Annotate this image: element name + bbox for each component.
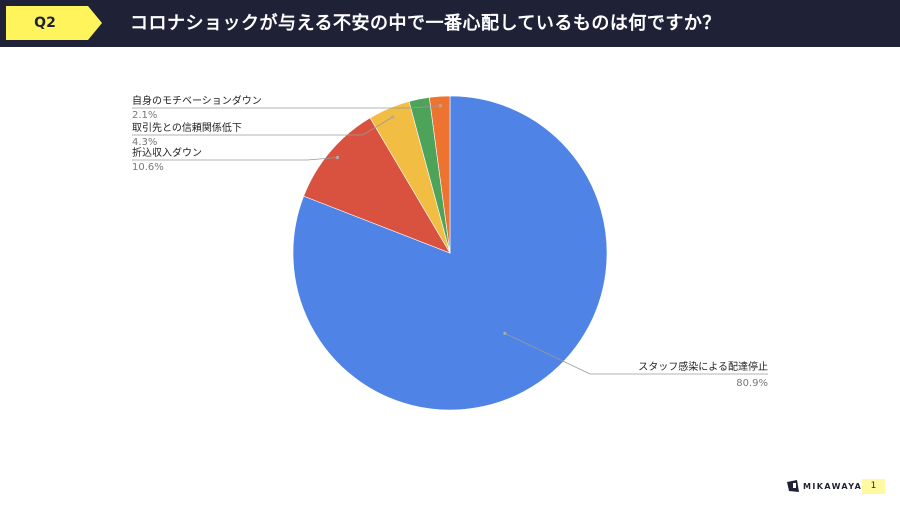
badge-shape <box>6 6 102 40</box>
leader-dot-1 <box>335 155 340 160</box>
leader-line-1 <box>132 157 338 161</box>
logo-mark-icon <box>787 480 799 492</box>
pie-slice-4 <box>429 95 451 254</box>
slice-label-1: 折込収入ダウン <box>132 146 202 159</box>
leader-line-0 <box>504 332 768 375</box>
leader-line-2 <box>132 116 393 136</box>
slice-label-4: 自身のモチベーションダウン <box>132 94 262 107</box>
logo-text: MIKAWAYA21 <box>803 481 877 491</box>
leader-line-4 <box>132 105 441 109</box>
question-badge: Q2 <box>0 6 102 40</box>
company-logo: MIKAWAYA21 <box>787 479 876 493</box>
pie-slice-1 <box>303 117 451 254</box>
slice-value-0: 80.9% <box>736 378 768 389</box>
slice-value-2: 4.3% <box>132 137 157 148</box>
slice-label-2: 取引先との信頼関係低下 <box>132 121 242 134</box>
slice-label-0: スタッフ感染による配達停止 <box>638 360 768 373</box>
header-bar: Q2 コロナショックが与える不安の中で一番心配しているものは何ですか？ <box>0 0 900 47</box>
pie-chart: スタッフ感染による配達停止 80.9% 自身のモチベーションダウン 2.1%取引先との… <box>132 94 768 411</box>
page-title: コロナショックが与える不安の中で一番心配しているものは何ですか？ <box>130 13 721 34</box>
question-label: Q2 <box>34 15 56 31</box>
slice-value-4: 2.1% <box>132 110 157 121</box>
slice-value-1: 10.6% <box>132 162 164 173</box>
page-number: 1 <box>862 479 885 494</box>
